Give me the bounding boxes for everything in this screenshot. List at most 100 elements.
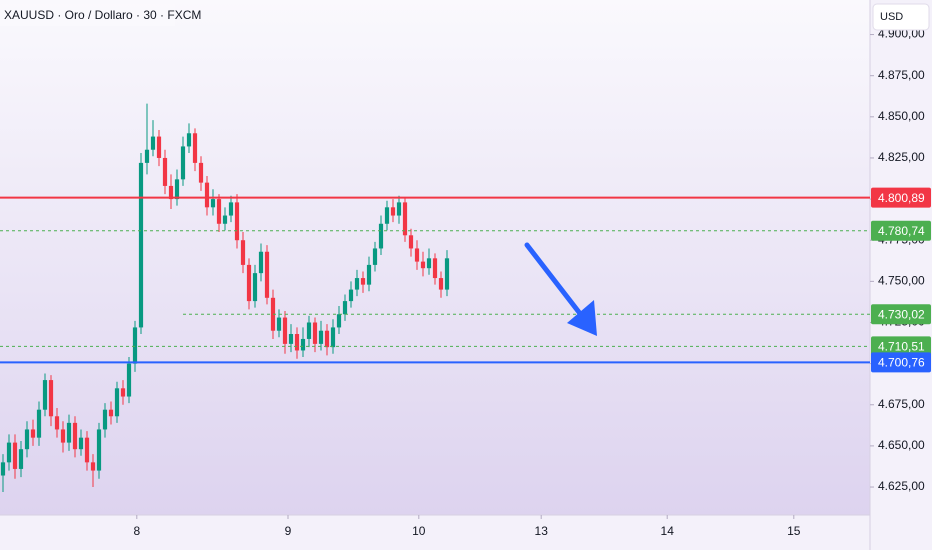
candle-body	[336, 314, 342, 328]
candle-body	[108, 409, 114, 417]
price-tag-label: 4.800,89	[878, 191, 925, 205]
candle-body	[432, 258, 438, 279]
y-tick-label: 4.675,00	[878, 397, 925, 411]
candle-body	[288, 334, 294, 344]
time-axis-background	[0, 515, 870, 550]
candle-body	[120, 388, 126, 397]
candle-body	[234, 202, 240, 241]
candle-body	[18, 449, 24, 469]
candle-body	[0, 462, 6, 476]
x-tick-label: 14	[661, 524, 675, 538]
candle-body	[300, 338, 306, 351]
candle-body	[192, 133, 198, 163]
y-tick-label: 4.875,00	[878, 68, 925, 82]
candle-body	[342, 301, 348, 315]
candle-body	[6, 442, 12, 463]
candle-body	[216, 199, 222, 224]
title-background	[0, 4, 175, 26]
candle-body	[444, 258, 450, 290]
candle-body	[36, 409, 42, 438]
x-tick-label: 10	[412, 524, 426, 538]
candle-body	[12, 442, 18, 469]
candle-body	[414, 248, 420, 262]
candle-body	[24, 429, 30, 450]
candle-body	[246, 264, 252, 302]
candle-body	[210, 199, 216, 208]
candle-body	[228, 202, 234, 216]
candle-body	[156, 136, 162, 158]
candle-body	[114, 388, 120, 417]
candle-body	[102, 409, 108, 430]
currency-button[interactable]	[872, 3, 930, 31]
candle-body	[138, 162, 144, 328]
candle-body	[78, 437, 84, 450]
price-tag	[871, 220, 931, 241]
candle-body	[126, 363, 132, 397]
candle-body	[198, 162, 204, 183]
candle-body	[186, 133, 192, 147]
y-tick-label: 4.825,00	[878, 150, 925, 164]
candle-body	[60, 429, 66, 443]
candle-body	[168, 185, 174, 200]
candle-body	[222, 215, 228, 224]
arrow-shaft	[524, 242, 588, 323]
price-tag	[871, 187, 931, 208]
price-axis-background	[870, 0, 932, 550]
candle-body	[366, 264, 372, 285]
candle-body	[426, 258, 432, 269]
candle-body	[318, 330, 324, 344]
candle-body	[282, 317, 288, 344]
candle-body	[438, 278, 444, 290]
candle-body	[174, 179, 180, 200]
candle-body	[180, 146, 186, 180]
candle-body	[96, 429, 102, 471]
candle-body	[372, 248, 378, 265]
candle-body	[48, 380, 54, 417]
candle-body	[132, 327, 138, 364]
price-tag	[871, 304, 931, 325]
candle-body	[264, 251, 270, 298]
candle-body	[54, 416, 60, 430]
candle-body	[390, 207, 396, 216]
candle-body	[396, 202, 402, 216]
price-tag-label: 4.710,51	[878, 340, 925, 354]
candle-body	[354, 278, 360, 290]
candle-body	[306, 322, 312, 339]
candle-body	[90, 462, 96, 471]
y-tick-label: 4.850,00	[878, 109, 925, 123]
currency-label[interactable]: USD	[880, 11, 903, 23]
candle-body	[408, 235, 414, 249]
arrow-head	[567, 300, 597, 336]
price-tag-label: 4.780,74	[878, 224, 925, 238]
candle-body	[294, 334, 300, 351]
candle-body	[240, 240, 246, 265]
candle-body	[72, 422, 78, 450]
candle-body	[150, 136, 156, 150]
x-tick-label: 8	[133, 524, 140, 538]
candle-body	[330, 327, 336, 348]
y-tick-label: 4.750,00	[878, 274, 925, 288]
candles	[0, 103, 450, 492]
candle-body	[42, 380, 48, 410]
candle-body	[312, 322, 318, 344]
candle-body	[258, 251, 264, 274]
candle-body	[30, 429, 36, 438]
candle-body	[84, 437, 90, 463]
x-tick-label: 13	[535, 524, 549, 538]
levels: 4.780,74 4.730,02 4.710,51 4.800,89 4.700,76	[0, 187, 931, 373]
candle-body	[402, 202, 408, 236]
x-tick-label: 15	[787, 524, 801, 538]
candle-body	[360, 278, 366, 285]
candle-body	[420, 261, 426, 269]
price-tag	[871, 336, 931, 357]
candle-body	[378, 223, 384, 249]
candle-body	[162, 157, 168, 186]
candle-body	[276, 317, 282, 331]
price-tag-label: 4.730,02	[878, 307, 925, 321]
price-tag	[871, 352, 931, 373]
candle-body	[144, 149, 150, 163]
price-tag-label: 4.700,76	[878, 356, 925, 370]
candle-body	[348, 289, 354, 302]
